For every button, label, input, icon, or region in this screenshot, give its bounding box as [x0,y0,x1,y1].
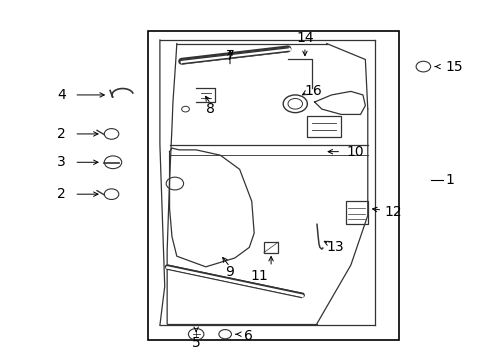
Text: 7: 7 [225,49,234,63]
Bar [307,116,341,138]
Text: 9: 9 [225,265,234,279]
Text: 6: 6 [244,329,253,343]
Text: 13: 13 [326,240,344,255]
Text: 2: 2 [57,127,65,141]
Text: 14: 14 [296,31,313,45]
Text: 1: 1 [444,173,453,187]
Text: 5: 5 [191,336,200,350]
Bar [264,242,278,253]
Bar [147,31,398,339]
Text: 12: 12 [384,205,402,219]
Text: 2: 2 [57,187,65,201]
Bar [346,201,367,224]
Text: 16: 16 [305,84,322,98]
Text: 8: 8 [205,102,214,116]
Text: 11: 11 [250,269,267,283]
Text: 10: 10 [346,145,363,159]
Text: 3: 3 [57,155,65,169]
Text: 15: 15 [444,59,462,73]
Text: 4: 4 [57,88,65,102]
